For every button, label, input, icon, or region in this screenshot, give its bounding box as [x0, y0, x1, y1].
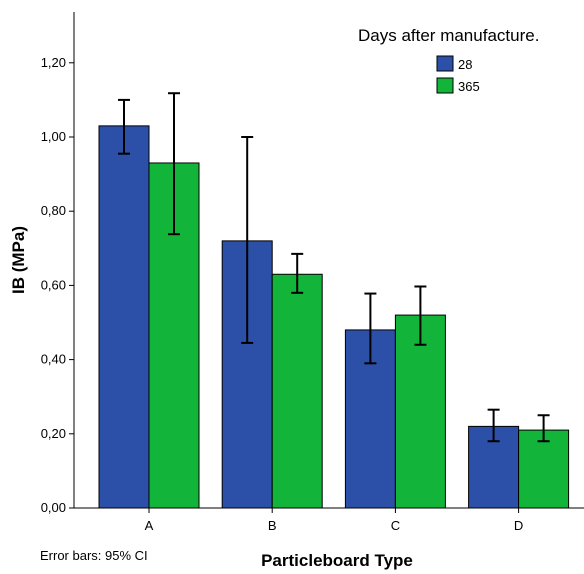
x-ticks: A B C D	[145, 508, 523, 533]
error-bar-D-365	[537, 414, 550, 443]
y-tick-label: 0,80	[41, 203, 66, 218]
bar-A-28	[98, 125, 150, 509]
error-bars-layer	[118, 92, 550, 443]
error-bar-C-365	[414, 285, 427, 346]
x-tick-label-D: D	[514, 518, 523, 533]
bar-D-365	[518, 429, 570, 509]
y-tick-label: 1,00	[41, 129, 66, 144]
legend-title: Days after manufacture.	[358, 26, 539, 45]
y-tick-label: 0,60	[41, 277, 66, 292]
legend-label-365: 365	[458, 79, 480, 94]
error-bar-C-28	[364, 292, 377, 365]
x-tick-label-A: A	[145, 518, 154, 533]
y-tick-label: 1,20	[41, 55, 66, 70]
bars-layer	[98, 125, 570, 509]
error-bar-A-28	[118, 98, 130, 155]
y-ticks: 0,00 0,20 0,40 0,60 0,80 1,00 1,20	[41, 55, 74, 515]
error-bar-B-28	[241, 136, 254, 344]
y-tick-label: 0,00	[41, 500, 66, 515]
legend-swatch-365	[436, 77, 454, 94]
bar-B-365	[271, 273, 323, 509]
error-bar-D-28	[487, 408, 500, 443]
y-tick-label: 0,40	[41, 352, 66, 367]
y-axis-title: IB (MPa)	[9, 226, 28, 294]
x-tick-label-B: B	[268, 518, 277, 533]
error-bar-B-365	[291, 252, 304, 294]
legend-label-28: 28	[458, 57, 472, 72]
bar-C-365	[394, 314, 446, 509]
x-axis-title: Particleboard Type	[261, 551, 413, 570]
y-tick-label: 0,20	[41, 426, 66, 441]
x-tick-label-C: C	[391, 518, 400, 533]
error-bars-note: Error bars: 95% CI	[40, 548, 148, 563]
legend-swatch-28	[436, 55, 454, 72]
error-bar-A-365	[168, 92, 180, 236]
